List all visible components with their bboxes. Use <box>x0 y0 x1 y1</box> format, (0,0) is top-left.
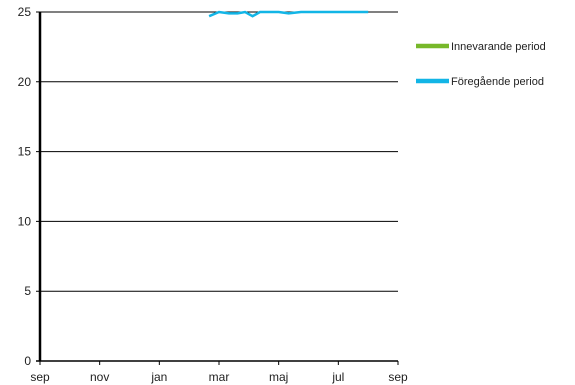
legend-label: Innevarande period <box>451 41 546 53</box>
y-tick-label: 25 <box>18 5 32 19</box>
x-tick-marks <box>39 361 399 365</box>
x-tick-label: maj <box>269 370 288 384</box>
y-tick-label: 20 <box>18 75 32 89</box>
y-tick-label: 0 <box>24 354 31 368</box>
y-tick-label: 5 <box>24 284 31 298</box>
axes <box>36 12 398 362</box>
x-tick-label: sep <box>388 370 408 384</box>
y-tick-label: 10 <box>18 214 32 228</box>
x-tick-label: jan <box>150 370 167 384</box>
x-tick-label: mar <box>209 370 230 384</box>
x-tick-label: sep <box>30 370 50 384</box>
y-tick-label: 15 <box>18 145 32 159</box>
y-tick-labels: 0 5 10 15 20 25 <box>18 5 32 368</box>
x-tick-label: jul <box>331 370 344 384</box>
legend: Innevarande period Föregående period <box>416 41 546 88</box>
legend-label: Föregående period <box>451 76 544 88</box>
grid-lines <box>36 11 398 292</box>
series-line-1 <box>208 10 369 18</box>
x-tick-label: nov <box>90 370 109 384</box>
series-lines <box>208 10 369 18</box>
x-tick-labels: sep nov jan mar maj jul sep <box>30 370 408 384</box>
